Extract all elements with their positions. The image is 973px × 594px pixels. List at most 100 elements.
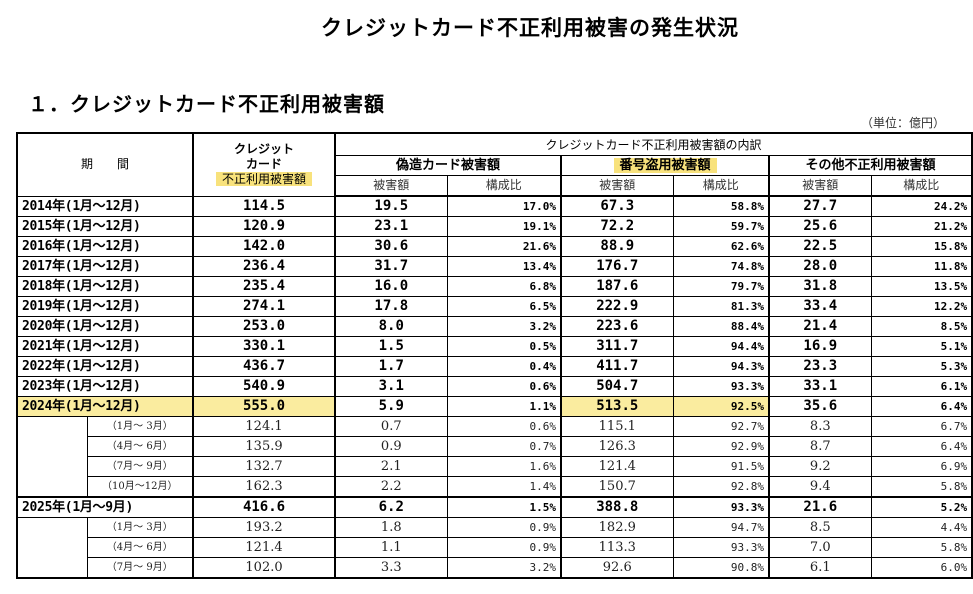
other-ratio-cell: 11.8% [870,256,973,277]
number-theft-amount-cell: 113.3 [560,537,674,558]
number-theft-ratio-cell: 58.8% [672,195,771,217]
table-row: （10月～12月） 162.3 2.2 1.4% 150.7 92.8% 9.4 5.8% [16,476,973,498]
number-theft-amount-cell: 121.4 [560,456,674,477]
number-theft-amount-header: 被害額 [560,175,674,197]
period-cell: 2021年(1月～12月) [16,336,195,357]
table-row: （1月～ 3月） 193.2 1.8 0.9% 182.9 94.7% 8.5 4.4% [16,517,973,538]
number-theft-amount-cell: 176.7 [560,256,674,277]
other-amount-cell: 33.4 [768,296,872,317]
number-theft-ratio-cell: 88.4% [672,316,771,337]
other-amount-cell: 21.4 [768,316,872,337]
counterfeit-amount-cell: 1.1 [334,537,448,558]
total-cell: 253.0 [192,316,337,337]
quarter-period-cell: （7月～ 9月） [86,557,195,579]
quarter-period-cell: （1月～ 3月） [86,517,195,538]
total-cell: 330.1 [192,336,337,357]
other-ratio-cell: 5.3% [870,356,973,377]
total-cell: 162.3 [192,476,337,498]
counterfeit-amount-cell: 0.7 [334,416,448,437]
indent-cell [16,476,88,498]
other-amount-cell: 8.5 [768,517,872,538]
quarter-period-cell: （4月～ 6月） [86,537,195,558]
other-ratio-header: 構成比 [870,175,973,197]
number-theft-ratio-header: 構成比 [672,175,771,197]
number-theft-ratio-cell: 81.3% [672,296,771,317]
counterfeit-ratio-cell: 0.6% [446,416,563,437]
counterfeit-ratio-cell: 0.9% [446,517,563,538]
counterfeit-ratio-cell: 1.5% [446,496,563,518]
other-amount-cell: 9.2 [768,456,872,477]
indent-cell [16,456,88,477]
counterfeit-ratio-cell: 1.6% [446,456,563,477]
number-theft-ratio-cell: 94.3% [672,356,771,377]
table-row: 2016年(1月～12月) 142.0 30.6 21.6% 88.9 62.6% 22.5… [16,236,973,257]
total-cell: 132.7 [192,456,337,477]
counterfeit-amount-header: 被害額 [334,175,448,197]
counterfeit-ratio-cell: 17.0% [446,195,563,217]
number-theft-header-label: 番号盗用被害額 [613,158,717,173]
counterfeit-amount-cell: 6.2 [334,496,448,518]
other-amount-cell: 7.0 [768,537,872,558]
counterfeit-ratio-cell: 0.7% [446,436,563,457]
table-body: 2014年(1月～12月) 114.5 19.5 17.0% 67.3 58.8% 27.7… [16,195,973,579]
counterfeit-amount-cell: 30.6 [334,236,448,257]
number-theft-amount-cell: 150.7 [560,476,674,498]
other-amount-cell: 35.6 [768,396,872,417]
counterfeit-amount-cell: 0.9 [334,436,448,457]
counterfeit-ratio-cell: 13.4% [446,256,563,277]
other-amount-cell: 27.7 [768,195,872,217]
counterfeit-ratio-cell: 0.5% [446,336,563,357]
number-theft-ratio-cell: 93.3% [672,537,771,558]
table-row: 2018年(1月～12月) 235.4 16.0 6.8% 187.6 79.7% 31.8… [16,276,973,297]
total-header: クレジット カード 不正利用被害額 [192,132,337,197]
number-theft-ratio-cell: 94.7% [672,517,771,538]
period-cell: 2023年(1月～12月) [16,376,195,397]
other-ratio-cell: 8.5% [870,316,973,337]
number-theft-header: 番号盗用被害額 [560,155,771,176]
table-row: （4月～ 6月） 121.4 1.1 0.9% 113.3 93.3% 7.0 5.8% [16,537,973,558]
counterfeit-amount-cell: 2.2 [334,476,448,498]
number-theft-amount-cell: 504.7 [560,376,674,397]
other-amount-cell: 8.3 [768,416,872,437]
total-header-line3: 不正利用被害額 [216,172,313,187]
number-theft-amount-cell: 187.6 [560,276,674,297]
other-ratio-cell: 4.4% [870,517,973,538]
total-cell: 120.9 [192,216,337,237]
number-theft-amount-cell: 126.3 [560,436,674,457]
total-cell: 135.9 [192,436,337,457]
other-ratio-cell: 24.2% [870,195,973,217]
number-theft-amount-cell: 311.7 [560,336,674,357]
table-row: 2014年(1月～12月) 114.5 19.5 17.0% 67.3 58.8% 27.7… [16,195,973,217]
table-row: 2022年(1月～12月) 436.7 1.7 0.4% 411.7 94.3% 23.3 5… [16,356,973,377]
other-ratio-cell: 15.8% [870,236,973,257]
table-row: （1月～ 3月） 124.1 0.7 0.6% 115.1 92.7% 8.3 6.7% [16,416,973,437]
breakdown-header: クレジットカード不正利用被害額の内訳 [334,132,973,156]
other-amount-cell: 6.1 [768,557,872,579]
number-theft-amount-cell: 67.3 [560,195,674,217]
counterfeit-ratio-cell: 3.2% [446,557,563,579]
period-cell: 2015年(1月～12月) [16,216,195,237]
total-cell: 540.9 [192,376,337,397]
counterfeit-ratio-cell: 21.6% [446,236,563,257]
other-ratio-cell: 6.1% [870,376,973,397]
counterfeit-amount-cell: 1.5 [334,336,448,357]
total-cell: 416.6 [192,496,337,518]
total-cell: 193.2 [192,517,337,538]
counterfeit-amount-cell: 8.0 [334,316,448,337]
total-header-line2: カード [246,157,283,172]
section-title: １．クレジットカード不正利用被害額 [28,92,385,116]
table-row: 2025年(1月～9月) 416.6 6.2 1.5% 388.8 93.3% 21.6 5.… [16,496,973,518]
table-row: 2023年(1月～12月) 540.9 3.1 0.6% 504.7 93.3% 33.1 6… [16,376,973,397]
other-amount-cell: 33.1 [768,376,872,397]
number-theft-amount-cell: 513.5 [560,396,674,417]
counterfeit-amount-cell: 17.8 [334,296,448,317]
number-theft-amount-cell: 72.2 [560,216,674,237]
table-row: 2015年(1月～12月) 120.9 23.1 19.1% 72.2 59.7% 25.6… [16,216,973,237]
other-ratio-cell: 12.2% [870,296,973,317]
indent-cell [16,557,88,578]
number-theft-ratio-cell: 92.8% [672,476,771,498]
table-row: （7月～ 9月） 102.0 3.3 3.2% 92.6 90.8% 6.1 6.0% [16,557,973,579]
other-amount-cell: 9.4 [768,476,872,498]
total-header-line1: クレジット [234,142,295,157]
number-theft-amount-cell: 222.9 [560,296,674,317]
